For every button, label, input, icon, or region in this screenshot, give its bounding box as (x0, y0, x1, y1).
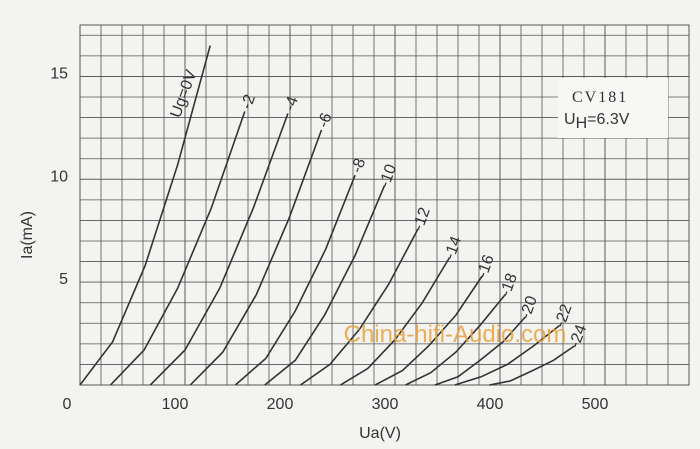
curve (149, 113, 289, 386)
y-axis-label: Ia(mA) (19, 211, 36, 259)
curve (489, 345, 575, 386)
curve-label: -6 (315, 111, 336, 130)
curve (374, 275, 483, 386)
annotation: CV181 UH=6.3V (558, 78, 668, 138)
x-tick-label: 100 (162, 396, 189, 413)
curve-label: -14 (441, 234, 465, 262)
x-tick-label: 200 (267, 396, 294, 413)
x-axis-label: Ua(V) (359, 425, 401, 442)
y-tick-label: 15 (50, 65, 68, 82)
curve-label: -20 (517, 294, 541, 322)
curve (405, 293, 506, 386)
symbol: U (564, 111, 576, 128)
curve-label: -12 (410, 205, 434, 233)
annotation-box (558, 78, 668, 138)
curve (339, 257, 451, 386)
curve-label: -10 (376, 162, 400, 190)
curve-label: -4 (281, 94, 302, 113)
subscript: H (576, 115, 588, 132)
curve (454, 324, 561, 386)
x-tick-label: 400 (477, 396, 504, 413)
curve-label: -2 (238, 92, 259, 111)
tube-name: CV181 (572, 89, 628, 106)
curve (189, 129, 323, 386)
curve-label: -24 (566, 323, 590, 351)
x-tick-label: 300 (372, 396, 399, 413)
curve (434, 316, 526, 386)
curve (264, 185, 386, 386)
value: =6.3V (587, 111, 630, 128)
heater-voltage: UH=6.3V (564, 111, 630, 132)
curve-label: -22 (552, 302, 576, 330)
watermark: China-hifi-Audio.com (344, 321, 567, 348)
x-tick-label: 500 (582, 396, 609, 413)
curve (79, 45, 211, 386)
curve-label: -18 (497, 271, 521, 299)
curve (109, 111, 246, 386)
curve (234, 174, 356, 386)
y-tick-label: 5 (59, 271, 68, 288)
curve-label: -16 (474, 253, 498, 281)
curve-label: Ug=0V (168, 68, 201, 121)
x-tick-label: 0 (63, 396, 72, 413)
curve-label: -8 (348, 156, 369, 175)
curve (300, 228, 419, 386)
y-tick-label: 10 (50, 168, 68, 185)
